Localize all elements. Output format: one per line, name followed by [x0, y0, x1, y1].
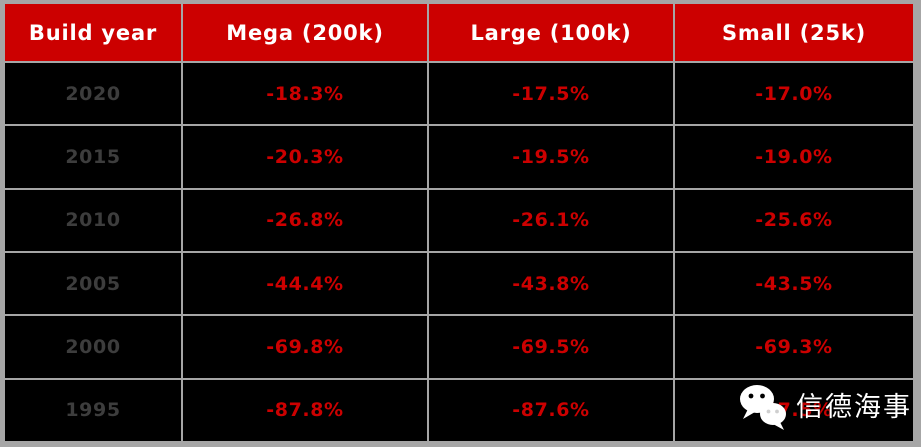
year-cell: 2010: [3, 187, 183, 253]
value-cell: -87.6%: [427, 377, 675, 444]
depreciation-table: Build year Mega (200k) Large (100k) Smal…: [3, 2, 915, 444]
column-header-build-year: Build year: [3, 2, 183, 63]
column-header-mega: Mega (200k): [181, 2, 429, 63]
value-cell: -43.5%: [673, 250, 915, 317]
value-cell: -17.0%: [673, 60, 915, 127]
value-cell: -69.5%: [427, 314, 675, 380]
table-row: 2020 -18.3% -17.5% -17.0%: [3, 60, 915, 127]
table-row: 2015 -20.3% -19.5% -19.0%: [3, 124, 915, 190]
year-cell: 1995: [3, 377, 183, 444]
value-cell: -69.3%: [673, 314, 915, 380]
value-cell: -26.1%: [427, 187, 675, 253]
column-header-small: Small (25k): [673, 2, 915, 63]
value-cell: -17.5%: [427, 60, 675, 127]
year-cell: 2015: [3, 124, 183, 190]
table-row: 2000 -69.8% -69.5% -69.3%: [3, 314, 915, 380]
value-cell: -69.8%: [181, 314, 429, 380]
value-cell: -19.0%: [673, 124, 915, 190]
value-cell: -18.3%: [181, 60, 429, 127]
year-cell: 2005: [3, 250, 183, 317]
value-cell: -26.8%: [181, 187, 429, 253]
value-cell: -44.4%: [181, 250, 429, 317]
year-cell: 2000: [3, 314, 183, 380]
value-cell: -87.8%: [181, 377, 429, 444]
value-cell: -87.5%: [673, 377, 915, 444]
value-cell: -25.6%: [673, 187, 915, 253]
table-row: 2005 -44.4% -43.8% -43.5%: [3, 250, 915, 317]
value-cell: -19.5%: [427, 124, 675, 190]
column-header-large: Large (100k): [427, 2, 675, 63]
table-row: 2010 -26.8% -26.1% -25.6%: [3, 187, 915, 253]
header-row: Build year Mega (200k) Large (100k) Smal…: [3, 2, 915, 63]
value-cell: -20.3%: [181, 124, 429, 190]
year-cell: 2020: [3, 60, 183, 127]
table-row: 1995 -87.8% -87.6% -87.5%: [3, 377, 915, 444]
value-cell: -43.8%: [427, 250, 675, 317]
